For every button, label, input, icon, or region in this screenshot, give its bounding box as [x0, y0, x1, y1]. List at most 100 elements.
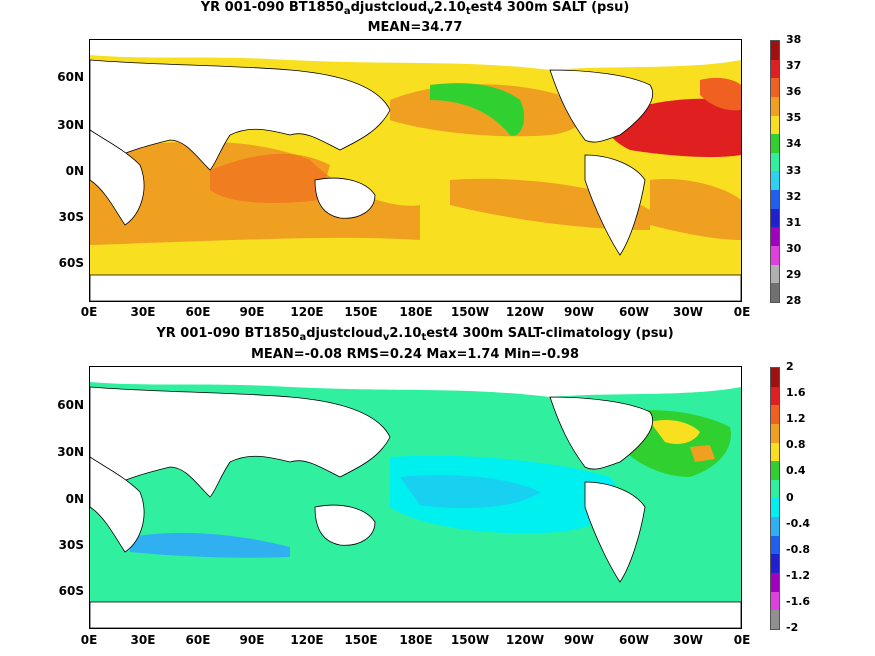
- lon-label: 90E: [239, 633, 265, 647]
- antarctica-land: [90, 601, 741, 628]
- africa-land: [90, 129, 145, 226]
- pacific-blue-patches: [400, 475, 540, 509]
- colorbar-segment: [771, 152, 779, 172]
- colorbar-label: -1.2: [786, 568, 811, 582]
- north-pacific-low: [430, 83, 525, 136]
- lat-label-30s: 30S: [58, 210, 84, 224]
- lon-label: 30W: [673, 633, 703, 647]
- panel2-title: YR 001-090 BT1850adjustcloudv2.10test4 3…: [156, 326, 674, 343]
- colorbar-segment: [771, 190, 779, 209]
- south-america-land: [584, 154, 646, 256]
- lon-label: 150W: [450, 633, 490, 647]
- colorbar-segment: [771, 368, 779, 387]
- lat-label-60n: 60N: [57, 70, 84, 84]
- colorbar-segment: [771, 498, 779, 518]
- lon-label: 0E: [80, 305, 98, 319]
- colorbar-segment: [771, 78, 779, 97]
- colorbar-label: 29: [786, 267, 802, 281]
- lat-label-0n: 0N: [65, 492, 84, 506]
- colorbar-label: -0.4: [786, 516, 811, 530]
- lon-label: 90E: [239, 305, 265, 319]
- colorbar-segment: [771, 264, 779, 284]
- colorbar-segment: [771, 208, 779, 228]
- lon-label: 90W: [564, 305, 594, 319]
- lon-label: 180E: [399, 305, 433, 319]
- lat-label-0n: 0N: [65, 164, 84, 178]
- colorbar-label: 32: [786, 189, 802, 203]
- eurasia-africa-land: [90, 59, 391, 171]
- lon-label: 180E: [399, 633, 433, 647]
- lon-label: 60E: [185, 305, 211, 319]
- north-atlantic-orange-patch: [690, 445, 715, 462]
- colorbar-segment: [771, 591, 779, 611]
- lat-label-30s: 30S: [58, 538, 84, 552]
- lon-label: 150W: [450, 305, 490, 319]
- colorbar-segment: [771, 573, 779, 592]
- colorbar-label: 34: [786, 137, 802, 151]
- lon-label: 0E: [733, 633, 751, 647]
- colorbar-segment: [771, 171, 779, 191]
- lon-label: 120E: [290, 633, 324, 647]
- indian-ocean-high: [210, 153, 330, 203]
- colorbar-label: 0: [786, 490, 794, 504]
- north-atlantic-yellow: [650, 420, 700, 444]
- colorbar-label: 35: [786, 111, 802, 125]
- colorbar-segment: [771, 96, 779, 116]
- panel1-subtitle: MEAN=34.77: [367, 20, 463, 35]
- colorbar-segment: [771, 461, 779, 480]
- south-atlantic-band: [650, 179, 741, 240]
- arctic-land: [90, 367, 741, 397]
- colorbar-segment: [771, 115, 779, 135]
- colorbar-segment: [771, 442, 779, 462]
- lon-label: 0E: [80, 633, 98, 647]
- salt-anomaly-map: [90, 367, 741, 628]
- lon-label: 60W: [619, 305, 649, 319]
- lon-label: 60E: [185, 633, 211, 647]
- colorbar-segment: [771, 59, 779, 79]
- australia-land: [314, 504, 376, 546]
- lon-label: 150E: [344, 305, 378, 319]
- colorbar-label: 1.6: [786, 386, 806, 400]
- colorbar-segment: [771, 479, 779, 499]
- colorbar-label: 0.8: [786, 438, 806, 452]
- colorbar-label: 38: [786, 33, 802, 46]
- anomaly-colorbar: [770, 367, 780, 630]
- colorbar-label: 2: [786, 360, 794, 373]
- lon-label: 120W: [505, 633, 545, 647]
- lon-label: 30E: [130, 305, 156, 319]
- colorbar-segment: [771, 423, 779, 443]
- antarctica-land: [90, 274, 741, 301]
- north-america-land: [549, 396, 653, 470]
- lon-label: 30W: [673, 305, 703, 319]
- lat-label-60n: 60N: [57, 398, 84, 412]
- colorbar-label: -0.8: [786, 542, 811, 556]
- arctic-land: [90, 40, 741, 70]
- colorbar-label: -2: [786, 621, 799, 634]
- north-america-land: [549, 69, 653, 143]
- panel2-subtitle: MEAN=-0.08 RMS=0.24 Max=1.74 Min=-0.98: [250, 347, 580, 362]
- panel1-title: YR 001-090 BT1850adjustcloudv2.10test4 3…: [200, 0, 630, 17]
- salt-map: [90, 40, 741, 301]
- colorbar-segment: [771, 283, 779, 302]
- lat-label-60s: 60S: [58, 584, 84, 598]
- colorbar-segment: [771, 405, 779, 424]
- southern-ocean-blue: [130, 532, 290, 558]
- salt-colorbar: [770, 40, 780, 303]
- lon-label: 60W: [619, 633, 649, 647]
- colorbar-segment: [771, 517, 779, 536]
- south-america-land: [584, 481, 646, 583]
- lon-label: 90W: [564, 633, 594, 647]
- colorbar-label: 0.4: [786, 464, 806, 478]
- lon-label: 150E: [344, 633, 378, 647]
- australia-land: [314, 177, 376, 219]
- north-atlantic-orange: [700, 77, 741, 111]
- colorbar-segment: [771, 246, 779, 265]
- colorbar-segment: [771, 535, 779, 555]
- lat-label-60s: 60S: [58, 256, 84, 270]
- colorbar-label: 1.2: [786, 412, 806, 426]
- lon-label: 120W: [505, 305, 545, 319]
- colorbar-label: 37: [786, 59, 802, 73]
- colorbar-segment: [771, 134, 779, 153]
- colorbar-segment: [771, 227, 779, 247]
- colorbar-label: 33: [786, 163, 802, 177]
